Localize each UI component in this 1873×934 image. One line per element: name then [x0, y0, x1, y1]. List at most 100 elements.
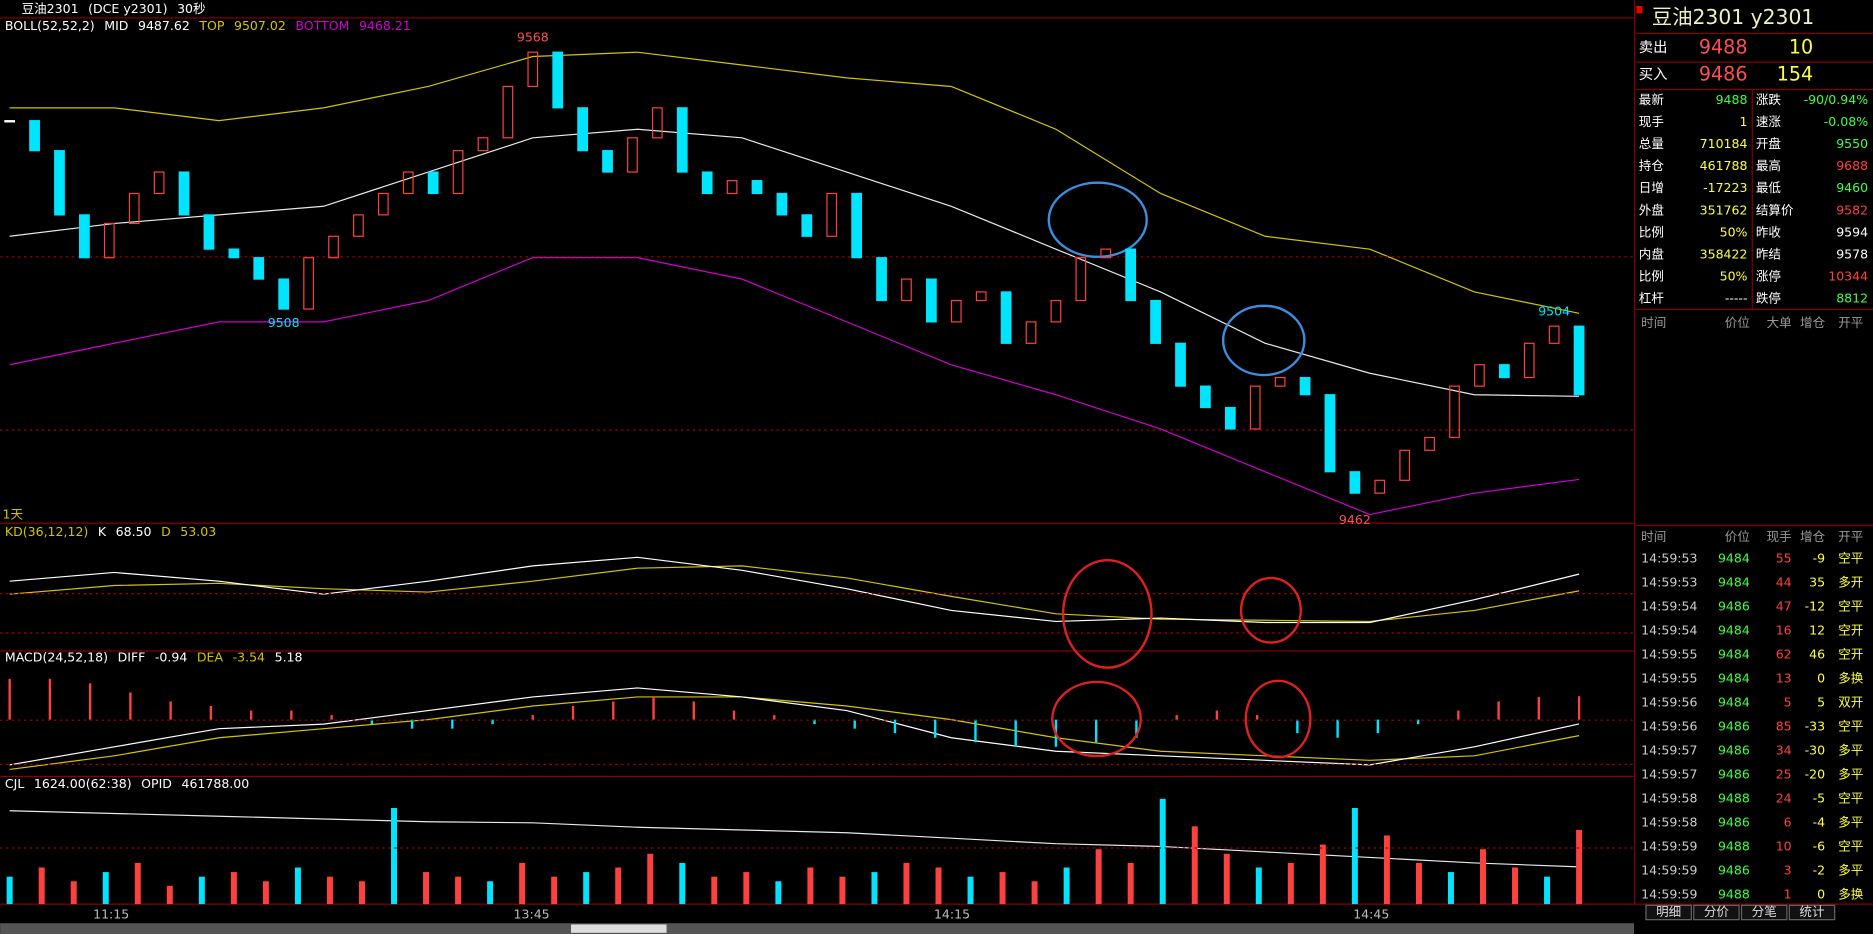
- volume-bar: [775, 881, 781, 904]
- column-header: 价位: [1725, 529, 1750, 544]
- label: TOP: [198, 18, 225, 33]
- tick-cell: 9484: [1718, 622, 1750, 637]
- tick-cell: -5: [1813, 791, 1825, 806]
- tick-cell: -6: [1813, 839, 1826, 854]
- stat-value: 9582: [1836, 202, 1868, 217]
- stat-label: 杠杆: [1639, 291, 1665, 306]
- candle: [1226, 408, 1236, 429]
- label: DIFF: [118, 650, 146, 665]
- stat-value: 9594: [1836, 224, 1868, 239]
- label: BOTTOM: [295, 18, 349, 33]
- stat-value: 1: [1739, 114, 1747, 129]
- stat-label: 涨跌: [1756, 92, 1782, 107]
- tick-cell: 9488: [1718, 887, 1750, 902]
- column-header: 增仓: [1800, 529, 1826, 544]
- candle: [5, 121, 15, 122]
- candle: [179, 172, 189, 215]
- tick-cell: 多平: [1838, 767, 1863, 782]
- candle: [578, 108, 588, 151]
- volume-bar: [1320, 845, 1326, 905]
- tick-cell: 14:59:59: [1641, 887, 1697, 902]
- tick-cell: 14:59:56: [1641, 695, 1697, 710]
- tick-cell: 47: [1776, 598, 1792, 613]
- tick-cell: 14:59:59: [1641, 863, 1697, 878]
- stat-value: 461788: [1700, 158, 1748, 173]
- screen: 豆油2301(DCE y2301)30秒9568950894629504BOLL…: [0, 0, 1873, 934]
- tick-cell: 14:59:55: [1641, 671, 1697, 686]
- candle: [877, 258, 887, 301]
- stat-label: 结算价: [1756, 202, 1794, 217]
- label: 9468.21: [359, 18, 411, 33]
- stat-label: 比例: [1639, 269, 1664, 284]
- tab-label[interactable]: 分价: [1704, 904, 1730, 919]
- time-label: 11:15: [93, 906, 129, 921]
- tick-cell: 9486: [1718, 598, 1750, 613]
- stat-label: 跌停: [1756, 291, 1781, 306]
- stat-label: 速涨: [1756, 114, 1782, 129]
- scroll-thumb[interactable]: [571, 924, 667, 932]
- tick-cell: 14:59:55: [1641, 646, 1697, 661]
- stat-value: 351762: [1700, 202, 1748, 217]
- candle: [852, 193, 862, 257]
- tick-cell: 14:59:53: [1641, 550, 1697, 565]
- tick-cell: 85: [1776, 719, 1792, 734]
- label: K: [98, 524, 107, 539]
- volume-bar: [359, 881, 365, 904]
- volume-bar: [423, 872, 429, 904]
- tick-cell: 9486: [1718, 815, 1750, 830]
- volume-bar: [1448, 872, 1454, 904]
- volume-bar: [167, 886, 173, 904]
- tab-label[interactable]: 统计: [1799, 904, 1824, 919]
- time-label: 14:15: [934, 906, 970, 921]
- flag: [1636, 6, 1642, 13]
- tick-cell: 9484: [1718, 671, 1750, 686]
- tick-cell: 9488: [1718, 791, 1750, 806]
- volume-bar: [903, 863, 909, 904]
- tick-cell: 0: [1817, 671, 1825, 686]
- volume-bar: [551, 877, 557, 904]
- tab-label[interactable]: 分笔: [1752, 904, 1777, 919]
- tab-label[interactable]: 明细: [1656, 904, 1681, 919]
- candle: [1201, 386, 1211, 407]
- stat-value: -17223: [1703, 180, 1747, 195]
- stat-label: 持仓: [1639, 158, 1665, 173]
- column-header: 开平: [1838, 315, 1863, 330]
- volume-bar: [1384, 835, 1390, 904]
- volume-bar: [1160, 799, 1166, 904]
- stat-label: 昨结: [1756, 246, 1781, 261]
- volume-bar: [103, 872, 109, 904]
- tick-cell: 9486: [1718, 767, 1750, 782]
- tick-cell: 多平: [1838, 815, 1863, 830]
- volume-bar: [1192, 826, 1198, 904]
- tick-cell: -20: [1805, 767, 1825, 782]
- tick-cell: 62: [1776, 646, 1792, 661]
- quote-price: 9488: [1699, 35, 1748, 58]
- price-annotation: 9462: [1339, 512, 1371, 527]
- price-annotation: 9508: [268, 315, 300, 330]
- tick-cell: 10: [1776, 839, 1792, 854]
- label: 461788.00: [181, 776, 249, 791]
- tick-cell: 35: [1809, 574, 1825, 589]
- tick-cell: 14:59:58: [1641, 815, 1697, 830]
- stat-label: 涨停: [1756, 269, 1781, 284]
- candle: [279, 279, 289, 309]
- background: [0, 0, 1873, 934]
- tick-cell: 14:59:53: [1641, 574, 1697, 589]
- volume-bar: [1480, 849, 1486, 904]
- stat-label: 最新: [1639, 92, 1664, 107]
- tick-cell: 5: [1817, 695, 1825, 710]
- volume-bar: [1032, 881, 1038, 904]
- candle: [702, 172, 712, 193]
- volume-bar: [711, 877, 717, 904]
- tick-cell: 25: [1776, 767, 1792, 782]
- candle: [553, 52, 563, 108]
- candle: [30, 121, 40, 151]
- volume-bar: [455, 877, 461, 904]
- stat-value: -0.08%: [1824, 114, 1868, 129]
- column-header: 开平: [1838, 529, 1863, 544]
- stat-value: 50%: [1720, 224, 1748, 239]
- scrollbar[interactable]: [0, 923, 1634, 934]
- stat-label: 总量: [1639, 136, 1664, 151]
- tick-cell: 多开: [1838, 574, 1863, 589]
- volume-bar: [647, 854, 653, 904]
